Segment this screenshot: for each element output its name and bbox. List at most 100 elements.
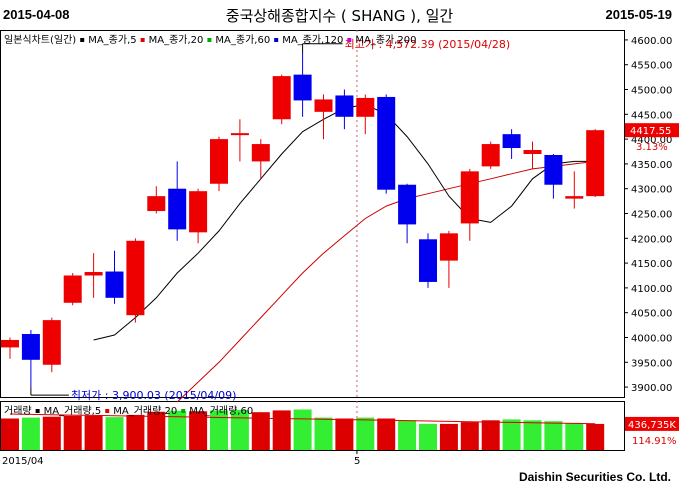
y-tick-label: 4200.00 <box>631 234 672 245</box>
candle-body <box>210 139 228 184</box>
volume-bar <box>356 417 375 450</box>
candle-body <box>523 150 542 154</box>
volume-bar <box>189 411 208 450</box>
low-annotation: 최저가 : 3,900.03 (2015/04/09) <box>71 389 237 402</box>
volume-bar <box>168 410 187 450</box>
volume-bar <box>42 416 61 450</box>
volume-legend-marker <box>181 409 186 413</box>
y-tick-label: 3900.00 <box>631 383 672 394</box>
candle-body <box>377 96 396 190</box>
volume-tag-box <box>625 416 679 431</box>
y-tick-label: 4050.00 <box>631 309 672 320</box>
volume-bar <box>314 417 333 450</box>
volume-bar <box>502 419 521 450</box>
candle-body <box>272 76 291 120</box>
x-label-april: 2015/04 <box>2 456 44 467</box>
volume-bar <box>481 420 500 450</box>
candle-body <box>126 240 145 316</box>
volume-plot-frame <box>0 401 625 451</box>
candle-body <box>63 275 82 303</box>
main-legend-marker <box>207 38 212 42</box>
candle-body <box>189 191 208 233</box>
candle-body <box>84 272 103 276</box>
price-tag-value: 4417.55 <box>630 126 671 137</box>
y-tick-label: 4300.00 <box>631 185 672 196</box>
volume-bar <box>105 417 124 450</box>
chart-header: 2015-04-08 중국상해종합지수 ( SHANG ), 일간 2015-0… <box>0 0 679 30</box>
footer-credit: Daishin Securities Co. Ltd. <box>518 470 671 484</box>
candle-body <box>586 130 605 197</box>
volume-bar <box>293 409 312 450</box>
candle-body <box>565 196 584 199</box>
volume-ma-line <box>9 413 596 425</box>
volume-tag-value: 436,735K <box>628 420 676 431</box>
price-tag-pct: 3.13% <box>636 142 668 153</box>
y-tick-label: 4250.00 <box>631 210 672 221</box>
y-tick-label: 3950.00 <box>631 358 672 369</box>
chart-title: 중국상해종합지수 ( SHANG ), 일간 <box>225 7 454 25</box>
volume-legend-item: MA_거래량,20 <box>113 405 177 417</box>
volume-bar <box>84 415 103 450</box>
volume-bar <box>63 415 82 450</box>
candle-body <box>460 171 479 224</box>
y-tick-label: 4500.00 <box>631 86 672 97</box>
candle-body <box>419 239 437 282</box>
candle-body <box>356 97 375 117</box>
candle-body <box>335 95 354 117</box>
candle-body <box>147 196 166 212</box>
main-legend-item: MA_종가,5 <box>88 34 136 46</box>
main-legend-marker <box>80 38 85 42</box>
volume-bar <box>565 423 584 450</box>
candle-body <box>314 99 333 112</box>
high-annotation: 최고가 : 4,572.39 (2015/04/28) <box>345 38 511 51</box>
main-legend-marker <box>347 38 352 42</box>
y-tick-label: 4150.00 <box>631 259 672 270</box>
candle-body <box>481 144 500 167</box>
volume-bar <box>460 422 479 450</box>
main-legend-item: MA_종가,60 <box>215 34 270 46</box>
ma20-line <box>176 160 596 403</box>
volume-bar <box>398 420 417 450</box>
volume-legend-marker <box>35 409 40 413</box>
y-tick-label: 4400.00 <box>631 135 672 146</box>
candle-body <box>293 74 312 101</box>
x-label-may: 5 <box>354 456 360 467</box>
volume-legend-item: 거래량 <box>4 405 32 417</box>
volume-bar <box>439 423 458 450</box>
candle-body <box>544 154 563 185</box>
candle-body <box>42 320 61 365</box>
main-legend-marker <box>274 38 279 42</box>
candle-body <box>168 188 187 230</box>
start-date: 2015-04-08 <box>3 7 70 22</box>
candle-body <box>230 133 249 136</box>
main-legend-marker <box>140 38 145 42</box>
volume-bar <box>419 423 437 450</box>
main-legend-item: 일본식차트(일간) <box>4 34 76 46</box>
volume-legend-marker <box>105 409 110 413</box>
y-tick-label: 4600.00 <box>631 36 672 47</box>
main-legend-item: MA_종가,200 <box>355 34 416 46</box>
candle-body <box>439 233 458 261</box>
volume-tag-pct: 114.91% <box>632 436 677 447</box>
candle-body <box>398 184 417 225</box>
candle-body <box>502 134 521 149</box>
price-plot-frame <box>0 30 625 398</box>
y-tick-label: 4350.00 <box>631 160 672 171</box>
volume-bar <box>21 417 40 450</box>
y-tick-label: 4450.00 <box>631 110 672 121</box>
price-tag-box <box>625 123 679 138</box>
y-tick-label: 4000.00 <box>631 333 672 344</box>
volume-legend-item: MA_거래량,60 <box>189 405 253 417</box>
candle-body <box>21 334 40 360</box>
candle-body <box>251 144 270 162</box>
volume-bar <box>544 421 563 450</box>
main-legend-item: MA_종가,120 <box>282 34 343 46</box>
volume-bar <box>147 411 166 450</box>
end-date: 2015-05-19 <box>605 7 673 22</box>
volume-bar <box>1 418 19 450</box>
volume-legend-item: MA_거래량,5 <box>44 405 102 417</box>
volume-bar <box>523 420 542 450</box>
volume-bar <box>335 418 354 450</box>
main-legend-item: MA_종가,20 <box>149 34 204 46</box>
